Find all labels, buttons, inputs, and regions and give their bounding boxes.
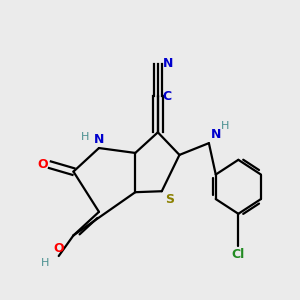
Text: O: O [53, 242, 64, 255]
Text: N: N [211, 128, 221, 141]
Text: S: S [165, 193, 174, 206]
Text: Cl: Cl [232, 248, 245, 261]
Text: H: H [221, 122, 229, 131]
Text: H: H [41, 258, 49, 268]
Text: C: C [163, 89, 172, 103]
Text: N: N [94, 133, 104, 146]
Text: H: H [81, 132, 89, 142]
Text: N: N [163, 57, 173, 70]
Text: O: O [37, 158, 48, 171]
